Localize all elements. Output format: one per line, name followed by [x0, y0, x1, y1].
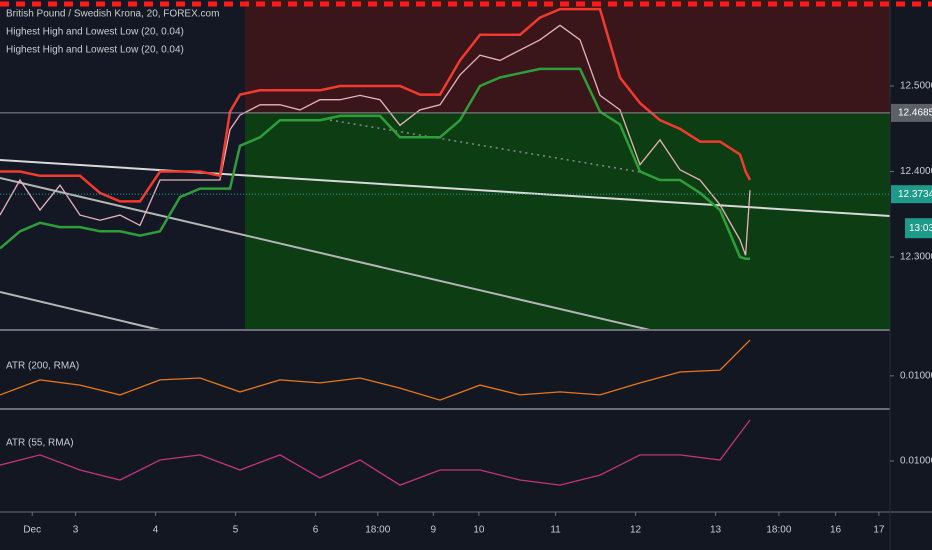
x-tick-label: Dec — [23, 525, 41, 536]
y-tick-label: 0.01000 — [900, 370, 932, 381]
series-line — [0, 24, 751, 256]
trend-line — [0, 177, 651, 331]
x-tick-label: 18:00 — [365, 525, 390, 536]
series-line — [0, 67, 750, 260]
y-tick-label: 12.30000 — [900, 252, 932, 263]
x-tick-label: 6 — [313, 525, 319, 536]
pre-zone — [0, 0, 245, 330]
panel-title: ATR (55, RMA) — [6, 438, 74, 449]
panel-title: ATR (200, RMA) — [6, 361, 79, 372]
buy-zone — [245, 112, 890, 331]
x-tick-label: 13 — [710, 525, 722, 536]
trend-line — [0, 291, 161, 331]
x-tick-label: 17 — [873, 525, 885, 536]
x-tick-label: 5 — [233, 525, 239, 536]
x-tick-label: 4 — [153, 525, 159, 536]
price-tag-label: 12.46853 — [898, 108, 932, 119]
panel-title: British Pound / Swedish Krona, 20, FOREX… — [6, 9, 219, 20]
price-tag — [891, 185, 932, 204]
price-tag — [891, 103, 932, 122]
x-tick-label: 18:00 — [766, 525, 791, 536]
y-tick-label: 12.40000 — [900, 166, 932, 177]
x-tick-label: 11 — [550, 525, 561, 536]
legend-entry: Highest High and Lowest Low (20, 0.04) — [6, 45, 184, 56]
price-tag-label: 12.37346 — [898, 189, 932, 200]
sell-zone — [245, 0, 890, 113]
y-tick-label: 0.01000 — [900, 456, 932, 467]
x-tick-label: 12 — [630, 525, 642, 536]
y-tick-label: 12.50000 — [900, 81, 932, 92]
x-tick-label: 10 — [473, 525, 485, 536]
series-line — [0, 419, 751, 486]
countdown-label: 13:03 — [909, 223, 932, 234]
legend-entry: Highest High and Lowest Low (20, 0.04) — [6, 27, 184, 38]
dotted-line — [329, 119, 641, 173]
x-tick-label: 16 — [830, 525, 842, 536]
x-tick-label: 9 — [431, 525, 437, 536]
panels — [0, 7, 752, 486]
trend-line — [0, 159, 891, 217]
x-tick-label: 3 — [73, 525, 79, 536]
series-line — [0, 339, 751, 401]
countdown-tag — [905, 218, 932, 239]
series-line — [0, 7, 752, 203]
